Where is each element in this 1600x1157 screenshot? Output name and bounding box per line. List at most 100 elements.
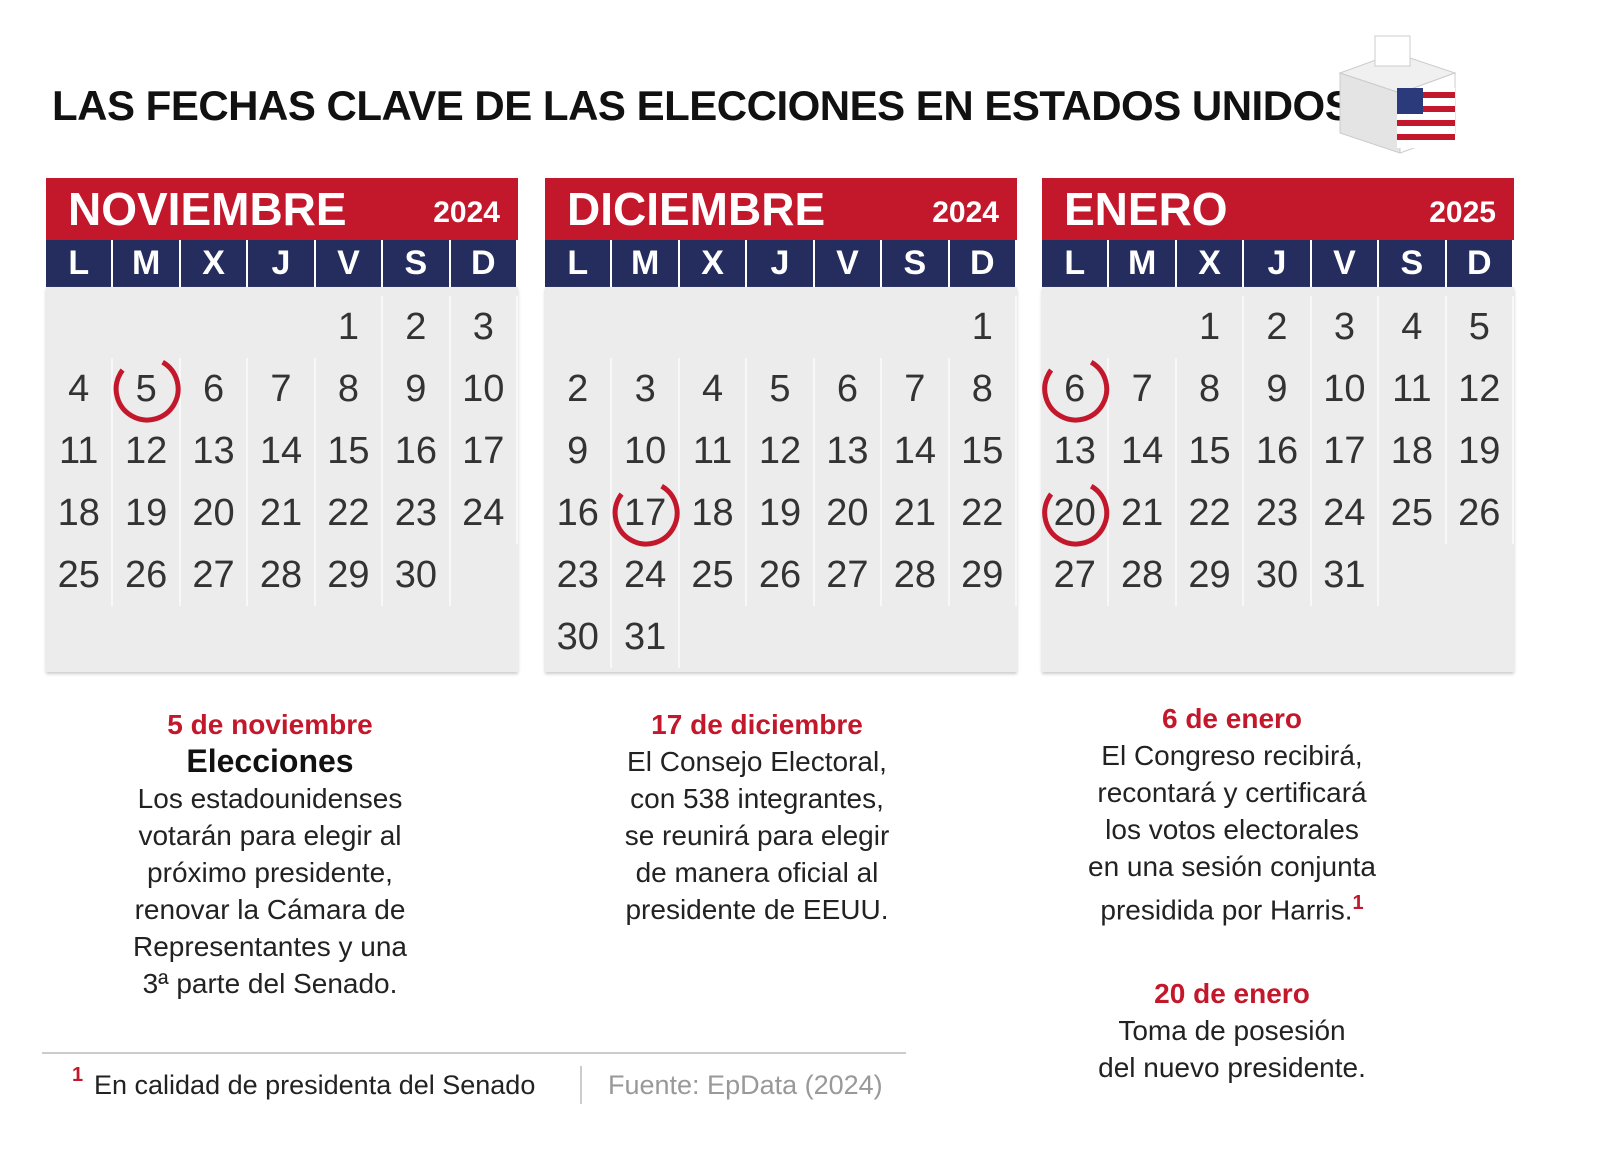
weekday: M (113, 240, 181, 287)
day: 26 (1447, 482, 1514, 544)
day: 4 (1379, 296, 1447, 358)
weekday: M (1109, 240, 1177, 287)
footnote-ref: 1 (1352, 892, 1364, 914)
note-line: El Consejo Electoral, (627, 746, 887, 777)
day: 19 (1447, 420, 1514, 482)
day-grid (1042, 287, 1514, 672)
note-line: El Congreso recibirá, (1101, 740, 1363, 771)
day: 4 (46, 358, 114, 420)
weekday: S (882, 240, 950, 287)
note: 17 de diciembre El Consejo Electoral, con … (537, 706, 977, 928)
day: 29 (1177, 544, 1245, 606)
day: 24 (1312, 482, 1380, 544)
day: 17 (612, 482, 680, 544)
day: 11 (46, 420, 114, 482)
year: 2024 (932, 196, 999, 229)
source: Fuente: EpData (2024) (608, 1070, 883, 1100)
day: 8 (316, 358, 384, 420)
note: 5 de noviembre Elecciones Los estadouniden… (50, 706, 490, 1002)
day: 10 (1312, 358, 1380, 420)
day: 24 (451, 482, 518, 544)
calendar-header (545, 178, 1017, 240)
weekday: S (1379, 240, 1447, 287)
day: 5 (113, 358, 181, 420)
note-date: 6 de enero (1161, 703, 1303, 734)
calendar: NOVIEMBRE 2024 L M X J V S D 1 2 3 4 5 6 7 8 9 10 11 12 13 14 1… (46, 178, 518, 672)
day: 8 (950, 358, 1017, 420)
calendar-header (46, 178, 518, 240)
title: LAS FECHAS CLAVE DE LAS ELECCIONES EN ES… (52, 82, 1353, 129)
day-grid (46, 287, 518, 672)
weekday: M (612, 240, 680, 287)
weekday: X (1177, 240, 1245, 287)
day: 31 (612, 606, 680, 668)
note: 6 de enero El Congreso recibirá, recontará… (1012, 700, 1452, 928)
weekday: D (1447, 240, 1514, 287)
day: 18 (680, 482, 748, 544)
day: 28 (882, 544, 950, 606)
day: 10 (451, 358, 518, 420)
day: 2 (383, 296, 451, 358)
day: 29 (316, 544, 384, 606)
note-date: 5 de noviembre (167, 709, 373, 740)
day: 19 (113, 482, 181, 544)
day: 6 (1042, 358, 1110, 420)
note-line: se reunirá para elegir (624, 820, 890, 851)
day: 3 (612, 358, 680, 420)
weekday: V (815, 240, 883, 287)
day: 9 (1244, 358, 1312, 420)
month: ENERO (1064, 183, 1228, 235)
weekday-bar (1042, 240, 1514, 287)
day: 9 (545, 420, 613, 482)
calendar: DICIEMBRE 2024 L M X J V S D 1 2 3 4 5 6 7 8 9 10 11 12 13 14 1… (545, 178, 1017, 672)
footer-separator (580, 1066, 582, 1104)
day: 6 (181, 358, 249, 420)
day: 23 (383, 482, 451, 544)
day: 27 (181, 544, 249, 606)
day: 25 (680, 544, 748, 606)
day: 17 (451, 420, 518, 482)
weekday: J (1244, 240, 1312, 287)
day: 26 (747, 544, 815, 606)
weekday: D (451, 240, 518, 287)
day: 15 (950, 420, 1017, 482)
day: 29 (950, 544, 1017, 606)
weekday: J (747, 240, 815, 287)
day: 25 (1379, 482, 1447, 544)
weekday: L (545, 240, 613, 287)
day: 6 (815, 358, 883, 420)
day: 22 (316, 482, 384, 544)
day: 12 (747, 420, 815, 482)
day: 14 (1109, 420, 1177, 482)
note-line: en una sesión conjunta (1088, 851, 1376, 882)
weekday: X (680, 240, 748, 287)
day: 5 (1447, 296, 1514, 358)
note-line: Los estadounidenses (137, 783, 403, 814)
day: 9 (383, 358, 451, 420)
note-line: recontará y certificará (1097, 777, 1367, 808)
day: 5 (747, 358, 815, 420)
year: 2025 (1429, 196, 1496, 229)
month: NOVIEMBRE (68, 183, 347, 235)
day: 12 (1447, 358, 1514, 420)
weekday: L (46, 240, 114, 287)
note-heading: Elecciones (186, 743, 354, 779)
note-line: con 538 integrantes, (630, 783, 884, 814)
day: 28 (1109, 544, 1177, 606)
day: 23 (545, 544, 613, 606)
weekday-bar (46, 240, 518, 287)
day: 14 (248, 420, 316, 482)
day: 28 (248, 544, 316, 606)
day: 13 (815, 420, 883, 482)
day: 11 (1379, 358, 1447, 420)
day: 20 (1042, 482, 1110, 544)
day: 26 (113, 544, 181, 606)
day: 7 (1109, 358, 1177, 420)
weekday: J (248, 240, 316, 287)
day: 21 (248, 482, 316, 544)
day: 20 (181, 482, 249, 544)
note-line: 3ª parte del Senado. (142, 968, 398, 999)
note-date: 20 de enero (1154, 978, 1310, 1009)
day: 8 (1177, 358, 1245, 420)
weekday: X (181, 240, 249, 287)
